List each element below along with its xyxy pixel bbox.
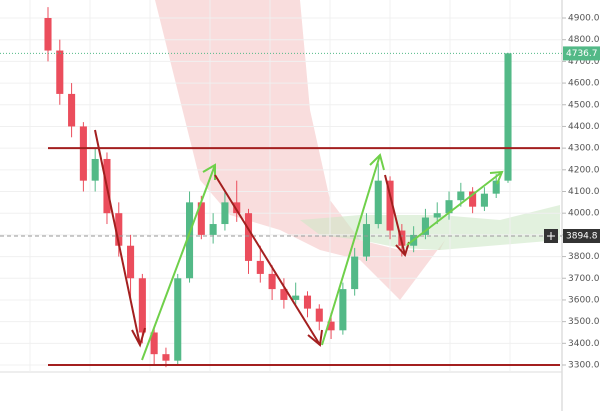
candle-body [421, 217, 429, 235]
candle-body [91, 158, 99, 181]
crosshair-box [563, 229, 600, 244]
y-tick-label: 4400.0 [568, 122, 600, 132]
candle-body [445, 200, 453, 214]
arrow [406, 171, 503, 246]
candle-body [469, 191, 477, 207]
y-tick-label: 3800.0 [568, 252, 600, 262]
arrow-head [489, 170, 504, 185]
axis-labels: 3300.03400.03500.03600.03700.03800.03900… [544, 14, 600, 371]
arrow-head [369, 153, 385, 171]
y-tick-label: 4200.0 [568, 165, 600, 175]
cloud-shading [155, 0, 445, 300]
candle-body [209, 224, 217, 235]
y-tick-label: 4800.0 [568, 35, 600, 45]
crosshair-icon [547, 232, 555, 241]
y-tick-label: 4300.0 [568, 144, 600, 154]
arrow-head [307, 329, 323, 347]
candle-body [256, 260, 264, 274]
candle-body [457, 191, 465, 201]
y-tick-label: 4000.0 [568, 209, 600, 219]
y-tick-label: 3400.0 [568, 339, 600, 349]
candle-body [374, 180, 382, 225]
candle-body [315, 308, 323, 322]
y-tick-label: 3600.0 [568, 295, 600, 305]
candle-body [492, 180, 500, 194]
arrow [384, 174, 406, 256]
candle-body [398, 230, 406, 246]
candle-body [280, 289, 288, 300]
candle-body [480, 193, 488, 207]
arrow-head [395, 241, 410, 257]
candle-body [233, 202, 241, 214]
candle-body [504, 53, 512, 181]
candle-body [303, 295, 312, 309]
arrow [141, 164, 216, 361]
candle-body [174, 278, 182, 361]
arrow-head [131, 327, 146, 348]
y-tick-label: 3500.0 [568, 317, 600, 327]
y-tick-label: 3700.0 [568, 274, 600, 284]
candle-body [339, 289, 347, 331]
candle-body [150, 332, 158, 355]
candle-body [268, 273, 276, 290]
last-price-box [563, 46, 600, 61]
arrow [94, 129, 141, 346]
candle-body [244, 213, 253, 261]
candle-body [56, 50, 64, 94]
arrow [321, 154, 381, 346]
candle-body [79, 126, 87, 181]
last-price-label: 4736.7 [566, 49, 598, 59]
candle-body [115, 213, 123, 246]
candle-body [162, 354, 170, 361]
y-tick-label: 4500.0 [568, 100, 600, 110]
candle-body [197, 202, 205, 235]
drawings [94, 129, 504, 361]
y-tick-label: 4700.0 [568, 57, 600, 67]
candle-body [292, 295, 300, 300]
y-tick-label: 4600.0 [568, 79, 600, 89]
candle-body [44, 18, 52, 51]
arrow [214, 174, 321, 346]
y-tick-label: 4100.0 [568, 187, 600, 197]
candle-body [433, 213, 441, 218]
y-tick-label: 4900.0 [568, 14, 600, 24]
candle-body [138, 278, 146, 333]
crosshair-label: 3894.8 [566, 232, 598, 242]
candle-body [127, 245, 135, 279]
candle-body [327, 321, 335, 331]
candle-body [68, 93, 76, 127]
candle-body [362, 224, 370, 257]
candle-body [186, 202, 194, 279]
y-tick-label: 3300.0 [568, 361, 600, 371]
candle-body [221, 202, 229, 225]
candle-body [386, 180, 394, 231]
candle-body [351, 256, 359, 290]
